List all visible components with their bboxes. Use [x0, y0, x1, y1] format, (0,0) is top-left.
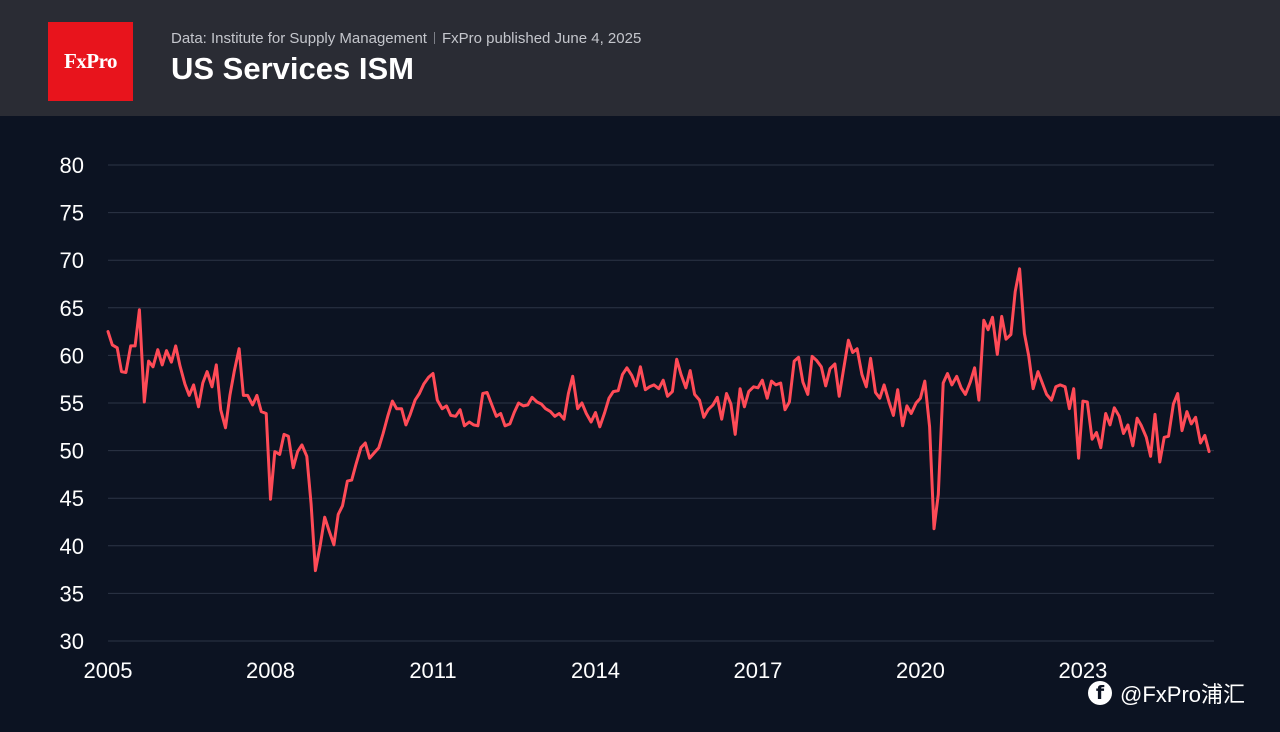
- x-tick-label: 2023: [1058, 658, 1107, 683]
- meta-divider: [433, 32, 435, 44]
- y-tick-label: 60: [60, 343, 84, 368]
- x-tick-label: 2020: [896, 658, 945, 683]
- y-tick-label: 80: [60, 153, 84, 178]
- header-bar: FxPro Data: Institute for Supply Managem…: [0, 0, 1280, 116]
- data-source: Data: Institute for Supply Management: [171, 30, 427, 47]
- y-tick-label: 65: [60, 296, 84, 321]
- x-tick-label: 2014: [571, 658, 620, 683]
- chart-title: US Services ISM: [171, 51, 414, 86]
- x-tick-label: 2008: [246, 658, 295, 683]
- y-tick-label: 55: [60, 391, 84, 416]
- fxpro-logo: FxPro: [48, 22, 133, 101]
- facebook-icon: f: [1088, 681, 1112, 705]
- published-date: FxPro published June 4, 2025: [441, 30, 642, 47]
- y-tick-label: 35: [60, 581, 84, 606]
- y-tick-label: 45: [60, 486, 84, 511]
- watermark-text: @FxPro浦汇: [1120, 682, 1246, 707]
- watermark: f @FxPro浦汇: [1088, 677, 1245, 709]
- series-line-0: [106, 267, 1211, 573]
- chart-meta: Data: Institute for Supply Management FxP…: [171, 30, 641, 47]
- y-tick-label: 30: [60, 629, 84, 654]
- x-tick-label: 2011: [409, 658, 456, 683]
- x-tick-label: 2017: [733, 658, 782, 683]
- y-tick-label: 70: [60, 248, 84, 273]
- y-tick-label: 40: [60, 534, 84, 559]
- y-tick-label: 75: [60, 201, 84, 226]
- x-tick-label: 2005: [84, 658, 133, 683]
- y-tick-label: 50: [60, 439, 84, 464]
